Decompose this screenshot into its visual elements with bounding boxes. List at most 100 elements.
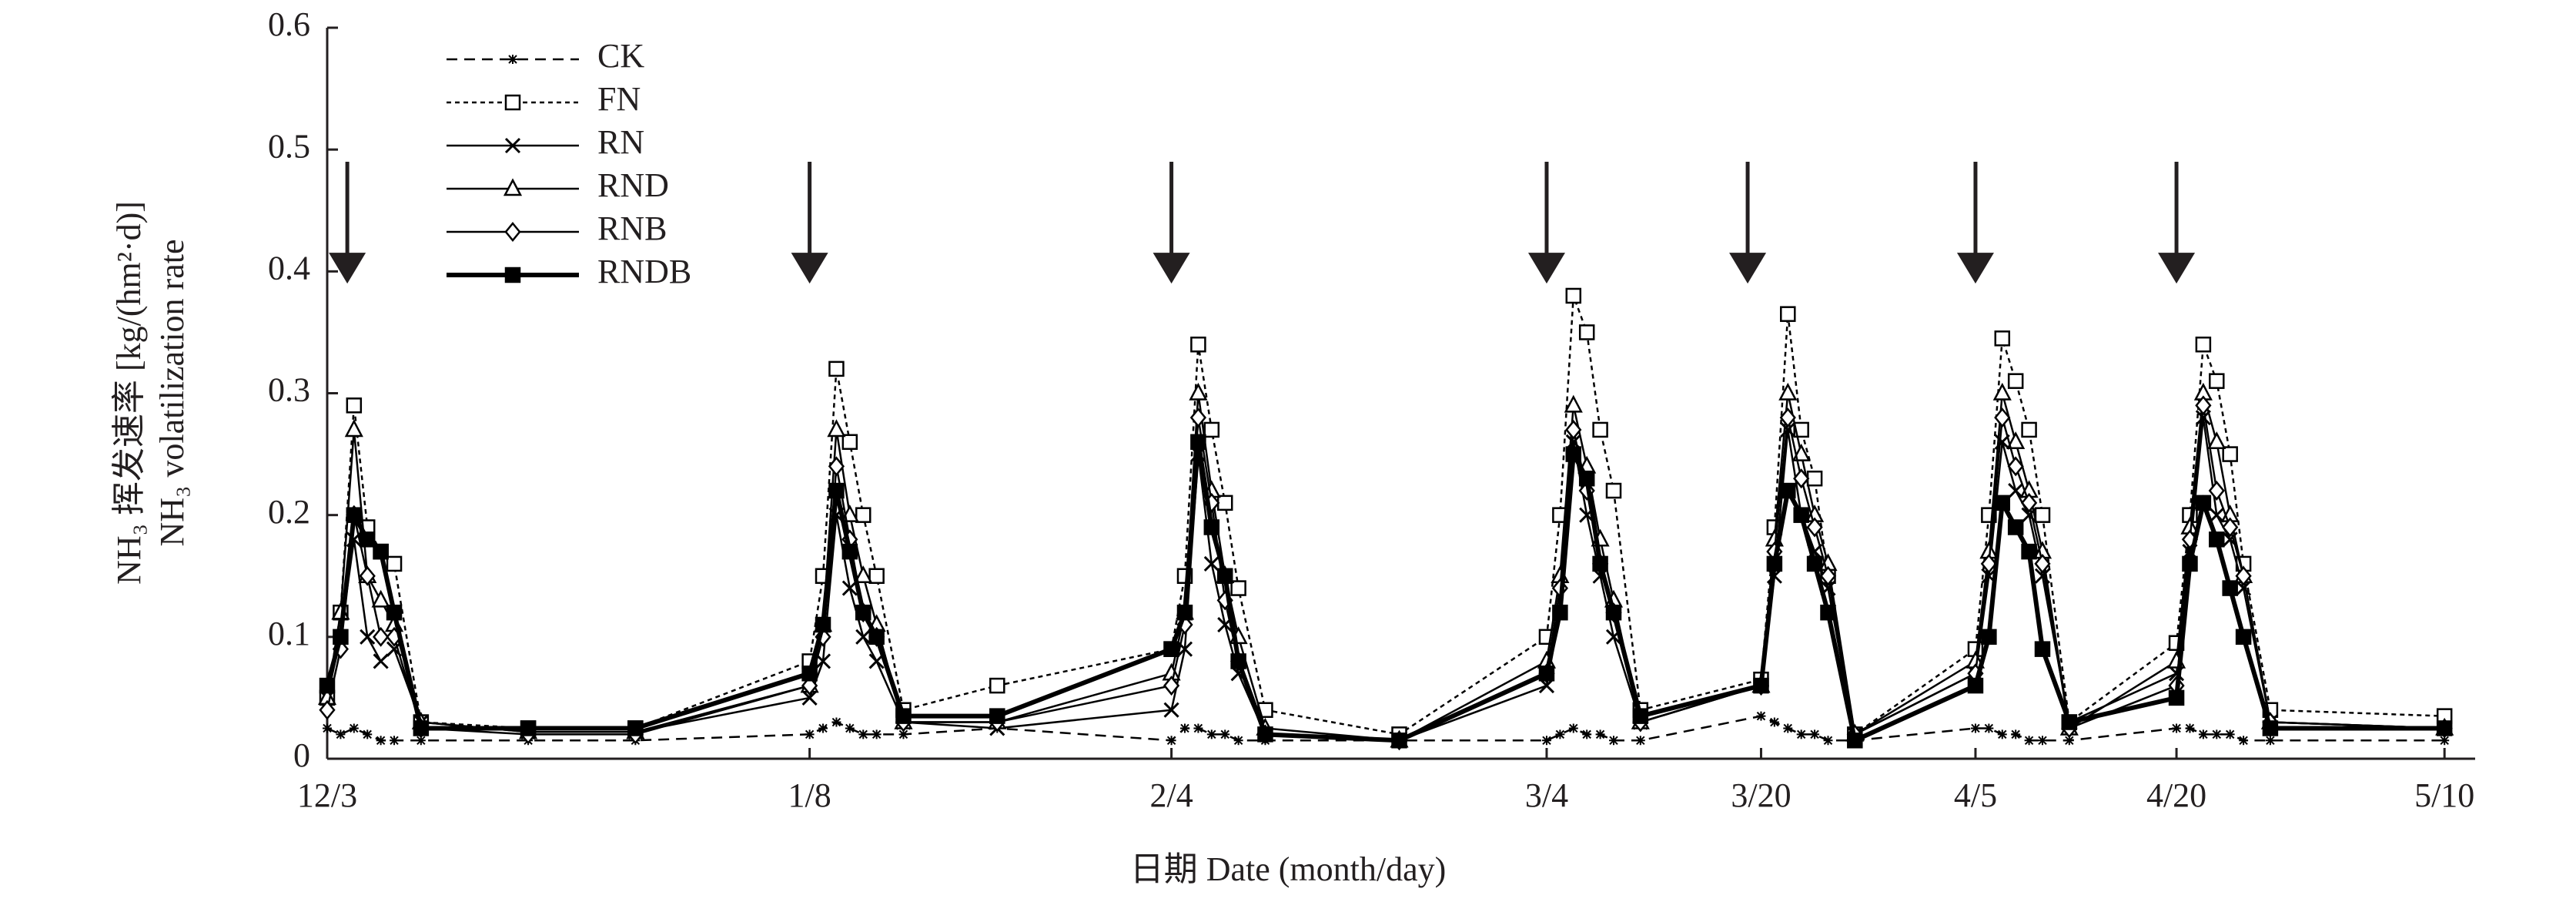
marker (2021, 543, 2037, 560)
marker (1592, 421, 1608, 438)
marker (1555, 729, 1565, 739)
marker (1778, 382, 1798, 401)
arrow-head (2158, 253, 2196, 284)
marker (359, 565, 376, 586)
series-line (326, 393, 2445, 742)
marker (2034, 507, 2051, 523)
marker (989, 708, 1005, 724)
marker (373, 653, 389, 669)
marker (855, 507, 871, 523)
marker (1819, 565, 1837, 586)
marker (858, 729, 868, 739)
marker (413, 720, 430, 736)
marker (1981, 629, 1997, 645)
marker (868, 629, 885, 645)
fertilization-arrow (1729, 161, 1767, 284)
marker (1605, 604, 1622, 621)
marker (319, 677, 336, 694)
marker (1230, 653, 1246, 669)
marker (2064, 736, 2074, 746)
y-tick-label: 0 (293, 736, 310, 774)
marker (828, 360, 845, 377)
marker (336, 729, 346, 739)
marker (2209, 531, 2225, 548)
marker (1578, 470, 1595, 487)
marker (2222, 517, 2239, 538)
marker (386, 555, 403, 572)
marker (1552, 604, 1568, 621)
marker (2209, 373, 2225, 389)
y-tick-label: 0.2 (268, 493, 310, 531)
marker (1180, 723, 1189, 733)
arrow-head (1153, 253, 1190, 284)
marker (1578, 324, 1595, 340)
marker (363, 729, 373, 739)
marker (1565, 287, 1582, 304)
marker (1568, 723, 1578, 733)
marker (1766, 555, 1783, 572)
marker (2222, 446, 2238, 462)
marker (1753, 677, 1769, 694)
marker (801, 689, 818, 706)
marker (1806, 555, 1823, 572)
marker (1823, 736, 1833, 746)
marker (2265, 736, 2275, 746)
marker (831, 717, 841, 727)
marker (801, 676, 818, 696)
marker (1163, 702, 1179, 718)
marker (1190, 336, 1206, 353)
marker (828, 456, 845, 477)
marker (868, 568, 885, 584)
marker (1780, 306, 1796, 322)
marker (2262, 720, 2279, 736)
marker (1233, 736, 1243, 746)
marker (2024, 736, 2034, 746)
marker (2185, 723, 2195, 733)
marker (1163, 641, 1179, 657)
marker (801, 666, 818, 682)
y-tick-label: 0.5 (268, 127, 310, 165)
marker (319, 699, 336, 720)
marker (1997, 729, 2007, 739)
marker (1189, 382, 1208, 401)
marker (1190, 434, 1206, 451)
marker (323, 723, 332, 733)
marker (333, 629, 349, 645)
marker (1967, 677, 1984, 694)
legend-label: RND (597, 166, 669, 204)
marker (1203, 421, 1220, 438)
marker (2168, 689, 2185, 706)
marker (386, 604, 403, 621)
y-axis-label: NH₃ 挥发速率 [kg/(hm²·d)] (110, 201, 148, 585)
marker (627, 720, 644, 736)
marker (2021, 421, 2037, 438)
marker (2195, 395, 2212, 416)
marker (360, 629, 376, 645)
marker (1810, 729, 1820, 739)
marker (1793, 507, 1809, 523)
marker (1220, 729, 1230, 739)
marker (855, 629, 871, 645)
marker (2172, 723, 2182, 733)
marker (1806, 517, 1823, 538)
marker (2034, 641, 2051, 657)
marker (1780, 482, 1796, 499)
marker (349, 723, 359, 733)
marker (1541, 736, 1551, 746)
arrow-head (1729, 253, 1767, 284)
marker (1779, 407, 1796, 428)
y-axis-label: NH₃ volatilization rate (153, 240, 191, 547)
y-tick-label: 0.4 (268, 249, 310, 287)
marker (1994, 495, 2011, 511)
x-tick-label: 4/20 (2146, 776, 2206, 814)
marker (2011, 729, 2021, 739)
marker (854, 565, 873, 583)
marker (346, 507, 363, 523)
marker (2212, 729, 2222, 739)
series-line (326, 295, 2445, 736)
marker (1992, 382, 2012, 401)
marker (1796, 729, 1806, 739)
marker (2207, 431, 2226, 450)
